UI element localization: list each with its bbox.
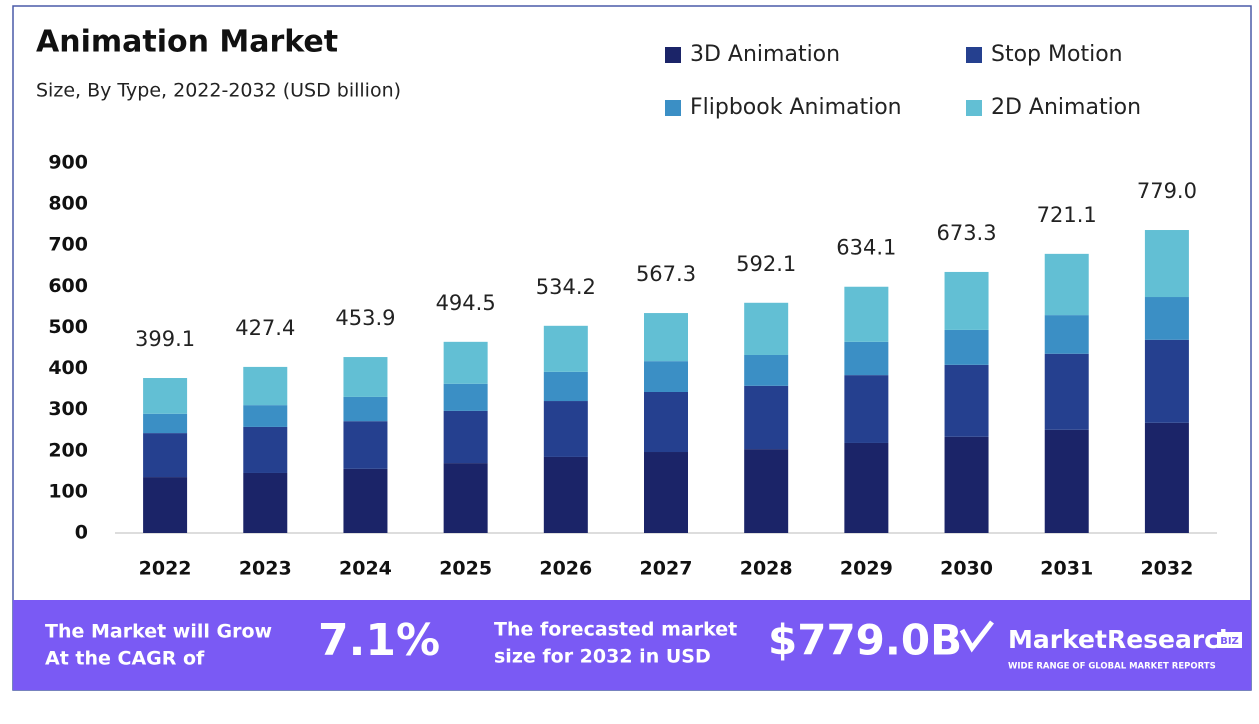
bar-segment	[243, 426, 288, 473]
legend-label: Stop Motion	[991, 42, 1123, 67]
brand-suffix: BIZ	[1220, 636, 1239, 647]
bar-segment	[443, 410, 488, 464]
x-tick-label: 2029	[840, 558, 893, 580]
x-tick-label: 2027	[640, 558, 693, 580]
y-tick-label: 300	[48, 398, 88, 420]
bar-segment	[844, 286, 889, 342]
x-tick-label: 2026	[539, 558, 592, 580]
x-tick-label: 2024	[339, 558, 392, 580]
total-label: 673.3	[936, 221, 996, 245]
brand-check	[959, 620, 994, 653]
bar-segment	[1144, 339, 1189, 423]
legend-swatch	[966, 47, 982, 63]
x-tick-label: 2031	[1040, 558, 1093, 580]
legend-swatch	[665, 100, 681, 116]
y-tick-label: 900	[48, 152, 88, 174]
chart-title: Animation Market	[36, 25, 338, 60]
footer-text: size for 2032 in USD	[494, 646, 711, 668]
x-tick-label: 2028	[740, 558, 793, 580]
bar-segment	[243, 405, 288, 427]
bar-segment	[944, 271, 989, 330]
chart-subtitle: Size, By Type, 2022-2032 (USD billion)	[36, 80, 401, 102]
total-label: 399.1	[135, 327, 195, 351]
bar-segment	[944, 364, 989, 437]
bar-segment	[1044, 253, 1089, 316]
bar-segment	[744, 449, 789, 533]
bar-segment	[543, 401, 588, 457]
brand: MarketResearch	[1008, 625, 1237, 654]
footer-band	[13, 600, 1251, 690]
y-tick-label: 100	[48, 480, 88, 502]
bar-segment	[844, 341, 889, 376]
total-label: 779.0	[1137, 179, 1197, 203]
bar-segment	[844, 442, 889, 533]
x-tick-label: 2030	[940, 558, 993, 580]
y-tick-label: 600	[48, 275, 88, 297]
footer-text: The Market will Grow	[45, 621, 272, 643]
x-tick-label: 2022	[139, 558, 192, 580]
bar-segment	[343, 396, 388, 422]
bar-segment	[1044, 353, 1089, 430]
legend-label: 3D Animation	[690, 42, 840, 67]
footer-value: 7.1%	[318, 615, 440, 666]
bar-segment	[944, 329, 989, 365]
bar-segment	[143, 477, 188, 533]
legend-swatch	[665, 47, 681, 63]
bar-segment	[543, 371, 588, 402]
bar-segment	[443, 383, 488, 411]
bar-segment	[644, 452, 688, 533]
bar-segment	[243, 472, 288, 533]
bar-segment	[744, 302, 789, 355]
bar-segment	[543, 325, 588, 372]
bar-segment	[343, 357, 388, 397]
bar-segment	[944, 436, 989, 533]
total-label: 634.1	[836, 236, 896, 260]
footer-text: The forecasted market	[494, 619, 737, 641]
bar-segment	[143, 413, 188, 434]
total-label: 427.4	[235, 316, 295, 340]
legend-label: Flipbook Animation	[690, 95, 902, 120]
legend-swatch	[966, 100, 982, 116]
total-label: 592.1	[736, 252, 796, 276]
bar-segment	[644, 313, 688, 362]
bar-segment	[844, 375, 889, 443]
bar-segment	[1044, 429, 1089, 533]
y-tick-label: 400	[48, 357, 88, 379]
total-label: 453.9	[335, 306, 395, 330]
bar-segment	[1144, 297, 1189, 340]
y-tick-label: 800	[48, 193, 88, 215]
brand-tagline: WIDE RANGE OF GLOBAL MARKET REPORTS	[1008, 662, 1216, 672]
total-label: 567.3	[636, 262, 696, 286]
brand-badge	[1217, 632, 1242, 648]
y-tick-label: 0	[75, 522, 88, 544]
bar-segment	[343, 421, 388, 469]
bar-segment	[443, 341, 488, 384]
footer-text: At the CAGR of	[45, 648, 205, 670]
bar-segment	[143, 433, 188, 478]
y-tick-label: 200	[48, 439, 88, 461]
y-tick-label: 700	[48, 234, 88, 256]
bar-segment	[143, 378, 188, 414]
total-label: 494.5	[436, 291, 496, 315]
footer-value: $779.0B	[768, 616, 962, 665]
x-tick-label: 2023	[239, 558, 292, 580]
bar-segment	[243, 366, 288, 406]
y-tick-label: 500	[48, 316, 88, 338]
total-label: 721.1	[1037, 203, 1097, 227]
bar-segment	[1144, 230, 1189, 298]
bar-segment	[543, 456, 588, 533]
bar-segment	[1144, 422, 1189, 533]
total-label: 534.2	[536, 275, 596, 299]
bar-segment	[343, 468, 388, 533]
bar-segment	[644, 391, 688, 453]
x-tick-label: 2025	[439, 558, 492, 580]
x-tick-label: 2032	[1140, 558, 1193, 580]
bar-segment	[443, 463, 488, 533]
bar-segment	[744, 354, 789, 386]
bar-segment	[644, 361, 688, 392]
legend-label: 2D Animation	[991, 95, 1141, 120]
bar-segment	[1044, 315, 1089, 354]
bar-segment	[744, 385, 789, 450]
